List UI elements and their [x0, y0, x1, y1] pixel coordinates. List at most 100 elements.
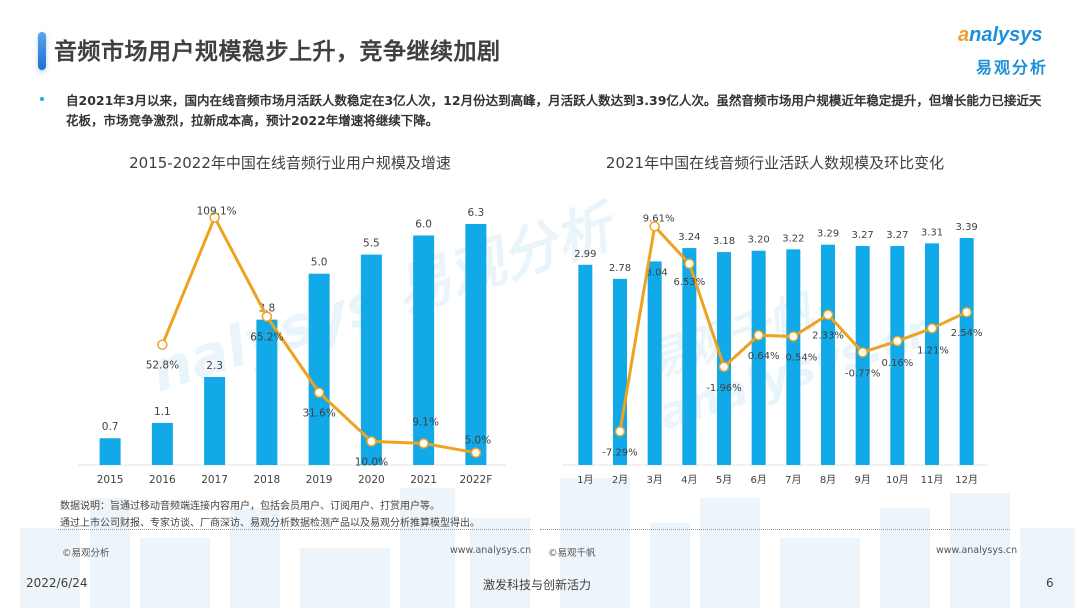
bar: [308, 273, 330, 465]
line-value-label: 1.21%: [917, 345, 949, 356]
bar-value-label: 3.20: [748, 235, 770, 246]
line-marker: [822, 309, 834, 320]
line-value-label: 9.1%: [412, 416, 439, 428]
bar: [717, 252, 731, 465]
line-marker: [614, 426, 626, 437]
bar: [959, 238, 974, 465]
copyright-left: ©易观分析: [62, 548, 110, 559]
bar-value-label: 2.78: [609, 263, 631, 274]
x-tick-label: 2021: [410, 474, 437, 486]
bar-value-label: 6.3: [468, 207, 485, 219]
line-marker: [649, 221, 660, 232]
x-tick-label: 2月: [612, 474, 628, 486]
x-tick-label: 6月: [750, 474, 766, 486]
line-value-label: 65.2%: [250, 332, 283, 344]
bar-value-label: 3.29: [817, 229, 839, 240]
bar: [204, 377, 226, 465]
bar: [682, 248, 697, 465]
url-right[interactable]: www.analysys.cn: [936, 545, 1018, 556]
line-value-label: -7.29%: [602, 447, 637, 458]
x-tick-label: 2017: [201, 474, 228, 486]
line-value-label: 0.16%: [881, 358, 913, 369]
line-marker: [157, 339, 168, 350]
bar: [613, 278, 627, 465]
bar: [647, 261, 662, 465]
bar: [751, 250, 766, 465]
bar-value-label: 3.18: [713, 236, 735, 247]
line-marker: [857, 347, 868, 358]
bar-value-label: 2.3: [206, 360, 223, 372]
bar-value-label: 2.99: [574, 249, 596, 260]
line-value-label: 6.53%: [673, 277, 705, 288]
bar-value-label: 3.04: [646, 267, 668, 278]
line-marker: [892, 335, 903, 347]
x-tick-label: 9月: [854, 474, 870, 486]
x-tick-label: 2016: [149, 474, 176, 486]
line-marker: [788, 331, 799, 342]
x-tick-label: 4月: [681, 474, 697, 486]
url-left[interactable]: www.analysys.cn: [450, 545, 532, 556]
line-value-label: 0.64%: [748, 351, 780, 362]
line-value-label: 52.8%: [146, 360, 179, 372]
bar: [413, 235, 435, 465]
line-value-label: 0.54%: [785, 352, 817, 363]
footer-date: 2022/6/24: [26, 576, 88, 590]
line-marker: [470, 447, 482, 458]
line-value-label: 2.33%: [812, 331, 844, 342]
bar-value-label: 3.27: [852, 230, 874, 241]
line-marker: [753, 329, 764, 341]
logo-text-en: analysys: [958, 24, 1043, 46]
bar-value-label: 0.7: [102, 421, 119, 433]
x-tick-label: 2018: [254, 474, 281, 486]
line-value-label: 9.61%: [643, 213, 675, 224]
x-tick-label: 5月: [716, 474, 732, 486]
x-tick-label: 11月: [921, 474, 944, 486]
summary-text: 自2021年3月以来，国内在线音频市场月活跃人数稳定在3亿人次，12月份达到高峰…: [66, 93, 1042, 128]
chart-title-left: 2015-2022年中国在线音频行业用户规模及增速: [129, 154, 451, 172]
bar-value-label: 5.5: [363, 238, 380, 250]
bar: [890, 246, 905, 465]
line-value-label: 10.0%: [355, 456, 388, 468]
bar-value-label: 1.1: [154, 406, 171, 418]
copyright-right: ©易观千帆: [548, 548, 596, 559]
line-marker: [961, 306, 972, 318]
line-marker: [418, 438, 429, 449]
x-tick-label: 2020: [358, 474, 385, 486]
line-marker: [718, 361, 730, 373]
page-title: 音频市场用户规模稳步上升，竞争继续加剧: [54, 39, 501, 65]
bar: [786, 249, 801, 465]
bar: [821, 244, 835, 465]
x-tick-label: 8月: [820, 474, 836, 486]
x-tick-label: 2019: [306, 474, 333, 486]
x-tick-label: 7月: [785, 474, 801, 486]
line-marker: [926, 323, 938, 334]
data-note-line1: 数据说明：旨通过移动音频端连接内容用户，包括会员用户、订阅用户、打赏用户等。: [60, 501, 440, 512]
bar: [578, 264, 593, 465]
bar: [151, 422, 173, 465]
analysys-logo: analysys 易观分析: [958, 24, 1068, 80]
line-value-label: -0.77%: [845, 368, 880, 379]
bar: [360, 254, 382, 465]
divider-left: [58, 529, 533, 530]
data-note-line2: 通过上市公司财报、专家访谈、厂商深访、易观分析数据检测产品以及易观分析推算模型得…: [60, 518, 480, 529]
line-marker: [313, 387, 325, 398]
bar-value-label: 3.27: [886, 230, 908, 241]
bar-value-label: 5.0: [311, 257, 328, 269]
bar-value-label: 3.22: [782, 233, 804, 244]
bar-value-label: 3.39: [956, 222, 978, 233]
x-tick-label: 12月: [955, 474, 978, 486]
bar-value-label: 6.0: [415, 218, 432, 230]
bar: [256, 319, 278, 465]
divider-right: [540, 529, 1010, 530]
bar: [925, 243, 939, 465]
line-value-label: -1.96%: [706, 383, 741, 394]
x-tick-label: 2015: [97, 474, 124, 486]
logo-text-cn: 易观分析: [976, 58, 1049, 77]
bullet-dot-icon: [40, 97, 44, 101]
title-accent-bar: [38, 32, 46, 70]
line-marker: [684, 258, 695, 270]
x-tick-label: 2022F: [459, 474, 492, 486]
x-tick-label: 10月: [886, 474, 909, 486]
